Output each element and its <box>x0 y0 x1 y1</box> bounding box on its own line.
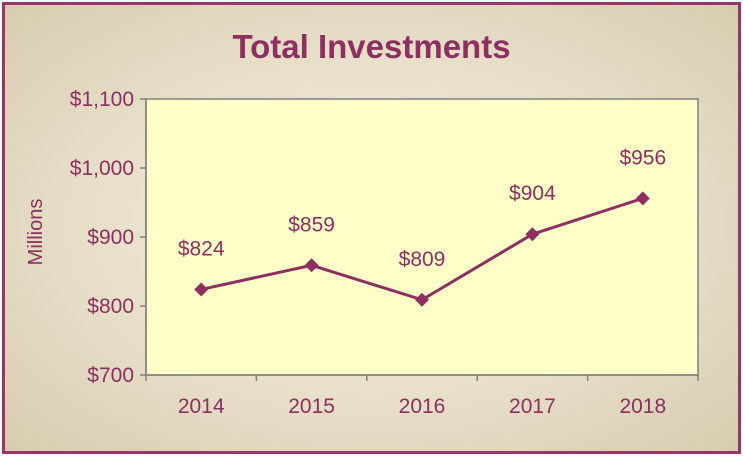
x-tick-label: 2015 <box>288 395 335 418</box>
data-point-marker <box>635 191 650 206</box>
data-label: $904 <box>509 182 556 205</box>
x-tick-label: 2016 <box>399 395 446 418</box>
data-label: $809 <box>399 248 446 271</box>
data-label: $824 <box>178 237 225 260</box>
x-tick-label: 2018 <box>619 395 666 418</box>
data-label: $956 <box>619 146 666 169</box>
y-tick-label: $900 <box>87 226 134 249</box>
x-tick-label: 2014 <box>178 395 225 418</box>
y-tick-label: $1,100 <box>70 88 134 111</box>
data-point-marker <box>304 258 319 273</box>
y-tick-label: $700 <box>87 364 134 387</box>
data-point-marker <box>415 292 429 307</box>
data-point-marker <box>525 227 540 242</box>
chart-title: Total Investments <box>232 28 511 65</box>
data-label: $859 <box>288 213 335 236</box>
y-tick-label: $800 <box>87 295 134 318</box>
data-point-marker <box>194 282 209 297</box>
y-tick-label: $1,000 <box>70 157 134 180</box>
plot-area <box>145 98 699 376</box>
x-tick-label: 2017 <box>509 395 556 418</box>
